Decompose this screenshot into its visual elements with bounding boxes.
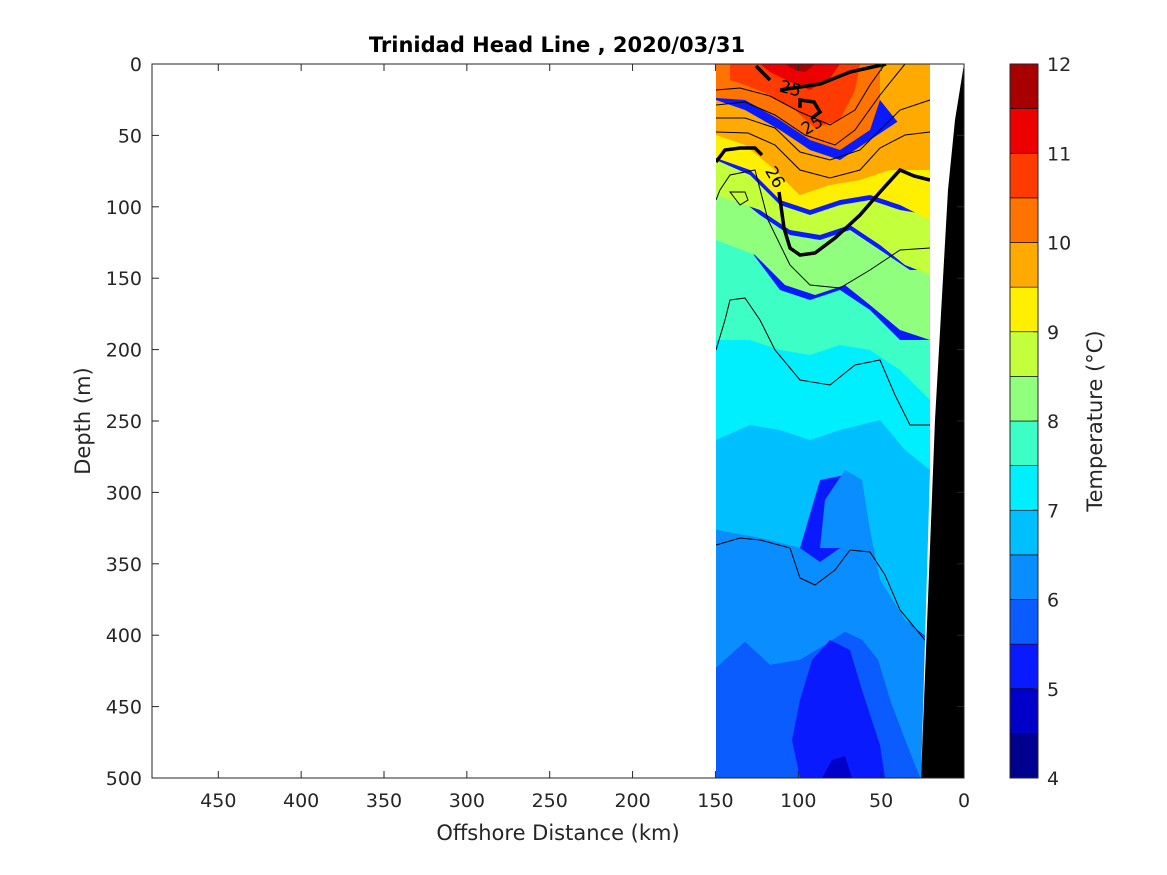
colorbar-swatch bbox=[1009, 465, 1039, 511]
band-5p0-low bbox=[792, 640, 885, 778]
y-axis-label: Depth (m) bbox=[71, 367, 95, 474]
band-9p5-nearshore bbox=[880, 64, 930, 140]
colorbar-swatch bbox=[1009, 554, 1039, 600]
y-tick-label: 0 bbox=[130, 54, 142, 76]
band-8p0-8p5 bbox=[716, 180, 930, 340]
colorbar-tick-label: 12 bbox=[1047, 54, 1071, 76]
colorbar-swatch bbox=[1009, 242, 1039, 288]
x-axis-label: Offshore Distance (km) bbox=[436, 821, 679, 845]
colorbar-label: Temperature (°C) bbox=[1083, 330, 1107, 512]
colorbar-swatch bbox=[1009, 286, 1039, 333]
y-tick-label: 300 bbox=[106, 482, 142, 504]
band-9p5-10p0 bbox=[716, 100, 930, 195]
colorbar-swatch bbox=[1009, 643, 1039, 690]
contour-25-line bbox=[754, 64, 772, 82]
x-tick-label: 150 bbox=[697, 790, 733, 812]
contour-line bbox=[716, 131, 931, 179]
contour-line bbox=[716, 537, 926, 641]
band-4p5-5p0 bbox=[822, 756, 852, 778]
colorbar-tick-label: 7 bbox=[1047, 500, 1059, 522]
x-tick-label: 350 bbox=[366, 790, 402, 812]
temperature-fills bbox=[716, 64, 964, 778]
colorbar-tick-label: 8 bbox=[1047, 411, 1059, 433]
colorbar-swatch bbox=[1009, 331, 1039, 377]
x-tick-label: 200 bbox=[614, 790, 650, 812]
colorbar: 4 5 6 7 8 9 10 11 12 bbox=[1009, 54, 1071, 790]
y-tick-label: 350 bbox=[106, 554, 142, 576]
band-7p5-8p0 bbox=[716, 220, 930, 400]
contour-26-line bbox=[777, 167, 931, 257]
band-8p5-9p0 bbox=[716, 160, 930, 275]
bathymetry-seafloor bbox=[921, 64, 964, 778]
colorbar-swatch bbox=[1009, 108, 1039, 154]
y-tick-label: 400 bbox=[106, 625, 142, 647]
x-tick-label: 450 bbox=[200, 790, 236, 812]
x-tick-label: 400 bbox=[283, 790, 319, 812]
colorbar-swatch bbox=[1009, 420, 1039, 466]
colorbar-tick-label: 6 bbox=[1047, 590, 1059, 612]
x-tick-label: 250 bbox=[532, 790, 568, 812]
bold-contours bbox=[716, 64, 931, 257]
colorbar-swatch bbox=[1009, 599, 1039, 645]
colorbar-tick-label: 9 bbox=[1047, 322, 1059, 344]
x-axis-ticks: 450 400 350 300 250 200 150 100 50 0 bbox=[200, 64, 970, 812]
colorbar-swatch bbox=[1009, 688, 1039, 734]
colorbar-frame bbox=[1009, 63, 1039, 779]
contour-line bbox=[716, 169, 931, 289]
y-tick-label: 50 bbox=[118, 125, 142, 147]
band-6p0-core bbox=[820, 470, 880, 580]
contour-line bbox=[716, 64, 886, 126]
colorbar-tick-label: 10 bbox=[1047, 233, 1071, 255]
colorbar-tick-label: 11 bbox=[1047, 143, 1071, 165]
x-tick-label: 50 bbox=[869, 790, 893, 812]
contour-25-line bbox=[779, 64, 887, 92]
contour-line bbox=[716, 64, 906, 146]
x-tick-label: 300 bbox=[449, 790, 485, 812]
y-tick-label: 200 bbox=[106, 340, 142, 362]
y-tick-label: 500 bbox=[106, 768, 142, 790]
x-tick-label: 0 bbox=[958, 790, 970, 812]
y-tick-label: 250 bbox=[106, 411, 142, 433]
colorbar-swatch bbox=[1009, 733, 1039, 779]
colorbar-swatch bbox=[1009, 63, 1039, 109]
contour-25-line bbox=[798, 97, 823, 120]
y-tick-label: 150 bbox=[106, 268, 142, 290]
x-tick-label: 100 bbox=[780, 790, 816, 812]
colorbar-swatch bbox=[1009, 197, 1039, 243]
contour-26-line bbox=[716, 146, 764, 164]
chart-title: Trinidad Head Line , 2020/03/31 bbox=[369, 33, 745, 57]
colorbar-swatch bbox=[1009, 152, 1039, 199]
contour-line bbox=[728, 191, 749, 206]
contour-line bbox=[716, 297, 930, 426]
y-tick-label: 450 bbox=[106, 697, 142, 719]
y-tick-label: 100 bbox=[106, 197, 142, 219]
colorbar-swatch bbox=[1009, 376, 1039, 422]
thin-contours bbox=[716, 64, 931, 641]
contour-line bbox=[716, 99, 931, 161]
colorbar-tick-label: 5 bbox=[1047, 679, 1059, 701]
colorbar-swatch bbox=[1009, 509, 1039, 556]
colorbar-tick-label: 4 bbox=[1047, 768, 1059, 790]
y-axis-ticks: 0 50 100 150 200 250 300 350 400 450 500 bbox=[106, 54, 964, 790]
band-6p0-6p5 bbox=[716, 530, 930, 778]
band-11p5-12p0 bbox=[785, 64, 815, 72]
